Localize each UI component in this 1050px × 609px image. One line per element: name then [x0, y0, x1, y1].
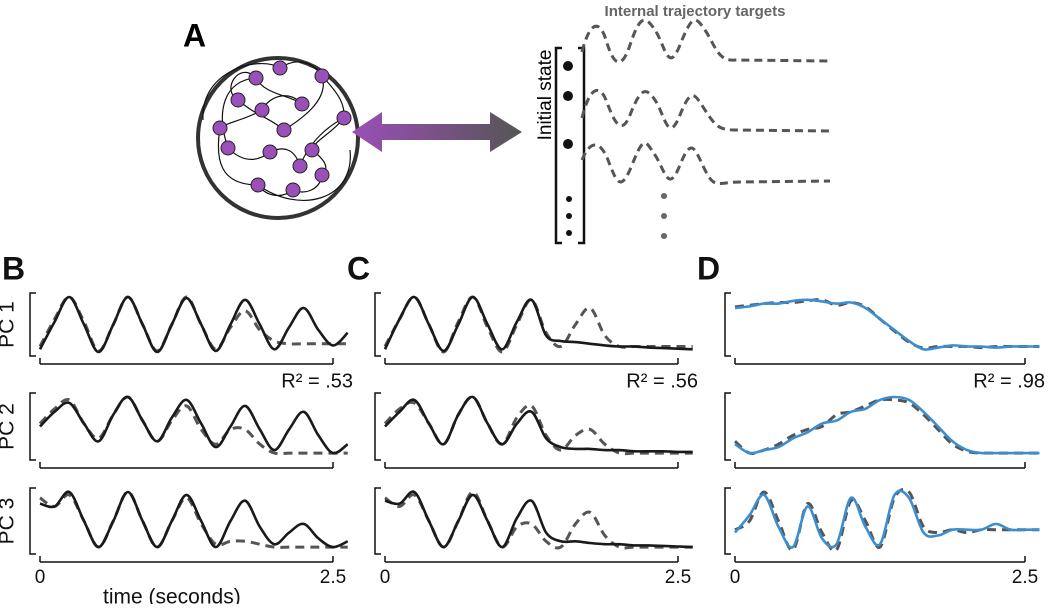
x-tick-label: 2.5 [320, 567, 346, 588]
data-line [383, 295, 693, 353]
panel-label: A [183, 17, 206, 53]
data-line [734, 487, 1040, 553]
data-line [384, 395, 693, 454]
x-tick-label: 0 [730, 567, 741, 588]
y-axis-label: PC 2 [0, 403, 19, 450]
network-nodes [212, 60, 352, 198]
x-tick-label: 0 [35, 567, 46, 588]
data-line [384, 490, 693, 549]
network-circle [196, 56, 360, 220]
y-axis-label: PC 1 [0, 301, 19, 348]
y-axis [29, 292, 36, 357]
y-axis [29, 392, 36, 461]
diagram-title: Internal trajectory targets [605, 3, 786, 20]
target-trajectories [580, 18, 831, 185]
y-axis [724, 392, 731, 461]
data-line [39, 490, 349, 549]
panel-label: D [697, 250, 720, 286]
data-line [39, 395, 349, 455]
y-axis [374, 392, 381, 461]
diagram: A [183, 3, 831, 245]
data-line [734, 298, 1040, 351]
x-axis-label: time (seconds) [103, 586, 241, 604]
y-axis [724, 292, 731, 357]
data-line [733, 489, 1040, 549]
annotation: R² = .56 [626, 370, 698, 392]
panel-label: B [2, 250, 25, 286]
annotation: R² = .98 [973, 370, 1045, 392]
data-line [38, 295, 349, 354]
y-axis [374, 292, 381, 357]
more-dots [661, 193, 667, 239]
x-tick-label: 0 [380, 567, 391, 588]
y-axis [374, 487, 381, 555]
state-bracket [554, 46, 586, 245]
state-dots [563, 61, 573, 236]
data-line [734, 395, 1040, 455]
y-axis-label: PC 3 [0, 498, 19, 545]
data-line [39, 490, 348, 549]
state-label: Initial state [535, 50, 556, 141]
charts: PC 1 B R² = .53 C R² = .56 D R² = .98 PC 2 0 2.5 t… [0, 250, 1045, 608]
x-tick-label: 2.5 [1012, 567, 1038, 588]
y-axis [29, 487, 36, 555]
data-line [383, 295, 693, 354]
annotation: R² = .53 [281, 370, 353, 392]
data-line [384, 490, 693, 550]
double-arrow [352, 112, 522, 152]
y-axis [724, 487, 731, 555]
x-tick-label: 2.5 [665, 567, 691, 588]
panel-label: C [347, 250, 370, 286]
